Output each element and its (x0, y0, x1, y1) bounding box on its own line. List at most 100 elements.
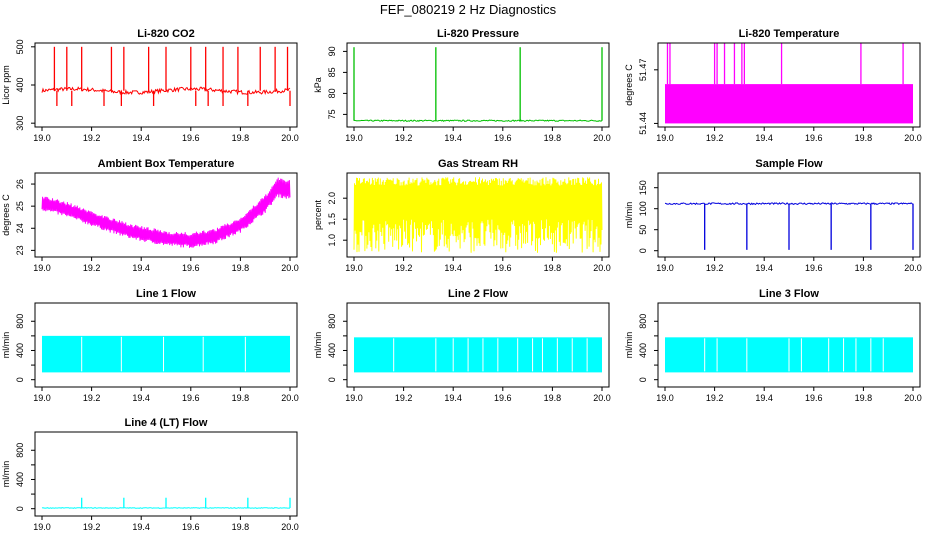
x-tick-label: 19.4 (444, 393, 462, 403)
plot-frame (346, 172, 610, 258)
x-tick-label: 19.8 (855, 133, 873, 143)
panel-title: Ambient Box Temperature (98, 158, 235, 170)
x-tick-label: 19.0 (33, 263, 51, 273)
y-tick-label: 300 (15, 116, 25, 131)
x-tick-label: 19.6 (805, 133, 823, 143)
plot-frame (346, 42, 610, 128)
x-tick-label: 20.0 (593, 393, 611, 403)
panel-sample: Sample Flow ml/min 19.0 19.2 19.4 19.6 19.8 20.… (624, 158, 922, 273)
x-tick-label: 19.8 (855, 263, 873, 273)
panel-title: Line 3 Flow (759, 288, 819, 300)
x-tick-label: 19.2 (395, 393, 413, 403)
y-tick-label: 0 (15, 506, 25, 511)
panel-title: Gas Stream RH (438, 158, 518, 170)
x-tick-label: 19.2 (395, 263, 413, 273)
y-tick-label: 50 (638, 225, 648, 235)
plot-frame (657, 172, 921, 258)
y-tick-label: 1.5 (327, 213, 337, 226)
y-tick-label: 25 (15, 201, 25, 211)
x-tick-label: 19.2 (706, 263, 724, 273)
y-tick-label: 51.44 (638, 112, 648, 135)
x-tick-label: 19.6 (182, 522, 200, 532)
y-tick-label: 85 (327, 67, 337, 77)
panel-rh: Gas Stream RH percent 19.0 19.2 19.4 19.6 19.8… (313, 158, 611, 273)
y-tick-label: 100 (638, 201, 648, 216)
y-tick-label: 400 (327, 343, 337, 358)
plot-frame (657, 302, 921, 388)
x-tick-label: 19.0 (345, 133, 363, 143)
y-axis-label: degrees C (1, 194, 11, 236)
x-tick-label: 20.0 (281, 393, 299, 403)
plot-frame (34, 431, 298, 517)
y-tick-label: 23 (15, 245, 25, 255)
data-band (42, 335, 290, 373)
y-tick-label: 800 (327, 314, 337, 329)
x-tick-label: 20.0 (593, 263, 611, 273)
y-tick-label: 400 (15, 77, 25, 92)
y-tick-label: 26 (15, 179, 25, 189)
x-tick-label: 19.6 (182, 133, 200, 143)
panel-title: Sample Flow (755, 158, 823, 170)
x-tick-label: 19.0 (33, 393, 51, 403)
x-tick-label: 19.2 (83, 263, 101, 273)
y-axis-label: ml/min (1, 461, 11, 488)
y-tick-label: 0 (327, 377, 337, 382)
y-tick-label: 0 (638, 248, 648, 253)
y-tick-label: 2.0 (327, 192, 337, 205)
x-tick-label: 20.0 (281, 133, 299, 143)
plot-frame (657, 42, 921, 128)
x-tick-label: 19.2 (83, 393, 101, 403)
y-tick-label: 400 (15, 343, 25, 358)
panel-temperature: Li-820 Temperature degrees C 19.0 19.2 19.4 1… (624, 28, 922, 143)
panel-title: Line 4 (LT) Flow (125, 417, 208, 429)
x-tick-label: 19.6 (494, 393, 512, 403)
y-axis-label: degrees C (624, 64, 634, 106)
y-tick-label: 0 (15, 377, 25, 382)
y-tick-label: 80 (327, 88, 337, 98)
x-tick-label: 19.2 (706, 133, 724, 143)
y-tick-label: 90 (327, 46, 337, 56)
y-tick-label: 150 (638, 180, 648, 195)
x-tick-label: 19.8 (855, 393, 873, 403)
x-tick-label: 19.0 (656, 263, 674, 273)
panel-title: Line 2 Flow (448, 288, 508, 300)
x-tick-label: 19.6 (805, 393, 823, 403)
y-axis-label: ml/min (624, 202, 634, 229)
x-tick-label: 19.8 (232, 133, 250, 143)
y-axis-label: percent (313, 199, 323, 230)
series-line (41, 86, 291, 96)
y-tick-label: 0 (638, 377, 648, 382)
panel-ambient: Ambient Box Temperature degrees C 19.0 19.2… (1, 158, 299, 273)
data-band (665, 84, 913, 124)
y-axis-label: ml/min (624, 332, 634, 359)
series-envelope (41, 177, 291, 248)
panel-line2: Line 2 Flow ml/min 19.0 19.2 19.4 19.6 19.8 20.… (313, 288, 611, 403)
x-tick-label: 19.2 (83, 522, 101, 532)
x-tick-label: 19.4 (132, 263, 150, 273)
y-tick-label: 400 (15, 472, 25, 487)
series-noise (353, 177, 603, 253)
plot-frame (34, 172, 298, 258)
x-tick-label: 19.0 (656, 393, 674, 403)
x-tick-label: 19.4 (444, 133, 462, 143)
y-tick-label: 800 (15, 314, 25, 329)
x-tick-label: 19.0 (345, 263, 363, 273)
y-axis-label: Licor ppm (1, 65, 11, 105)
x-tick-label: 19.4 (444, 263, 462, 273)
x-tick-label: 19.8 (544, 133, 562, 143)
y-tick-label: 1.0 (327, 234, 337, 247)
x-tick-label: 19.8 (544, 393, 562, 403)
panel-line3: Line 3 Flow ml/min 19.0 19.2 19.4 19.6 19.8 20.… (624, 288, 922, 403)
panel-title: Li-820 Temperature (739, 28, 840, 40)
figure-title: FEF_080219 2 Hz Diagnostics (379, 2, 557, 17)
x-tick-label: 19.6 (494, 133, 512, 143)
x-tick-label: 19.6 (494, 263, 512, 273)
x-tick-label: 19.4 (755, 263, 773, 273)
plot-frame (34, 42, 298, 128)
x-tick-label: 20.0 (593, 133, 611, 143)
x-tick-label: 19.6 (805, 263, 823, 273)
y-axis-label: ml/min (313, 332, 323, 359)
x-tick-label: 19.8 (232, 522, 250, 532)
panel-title: Line 1 Flow (136, 288, 196, 300)
